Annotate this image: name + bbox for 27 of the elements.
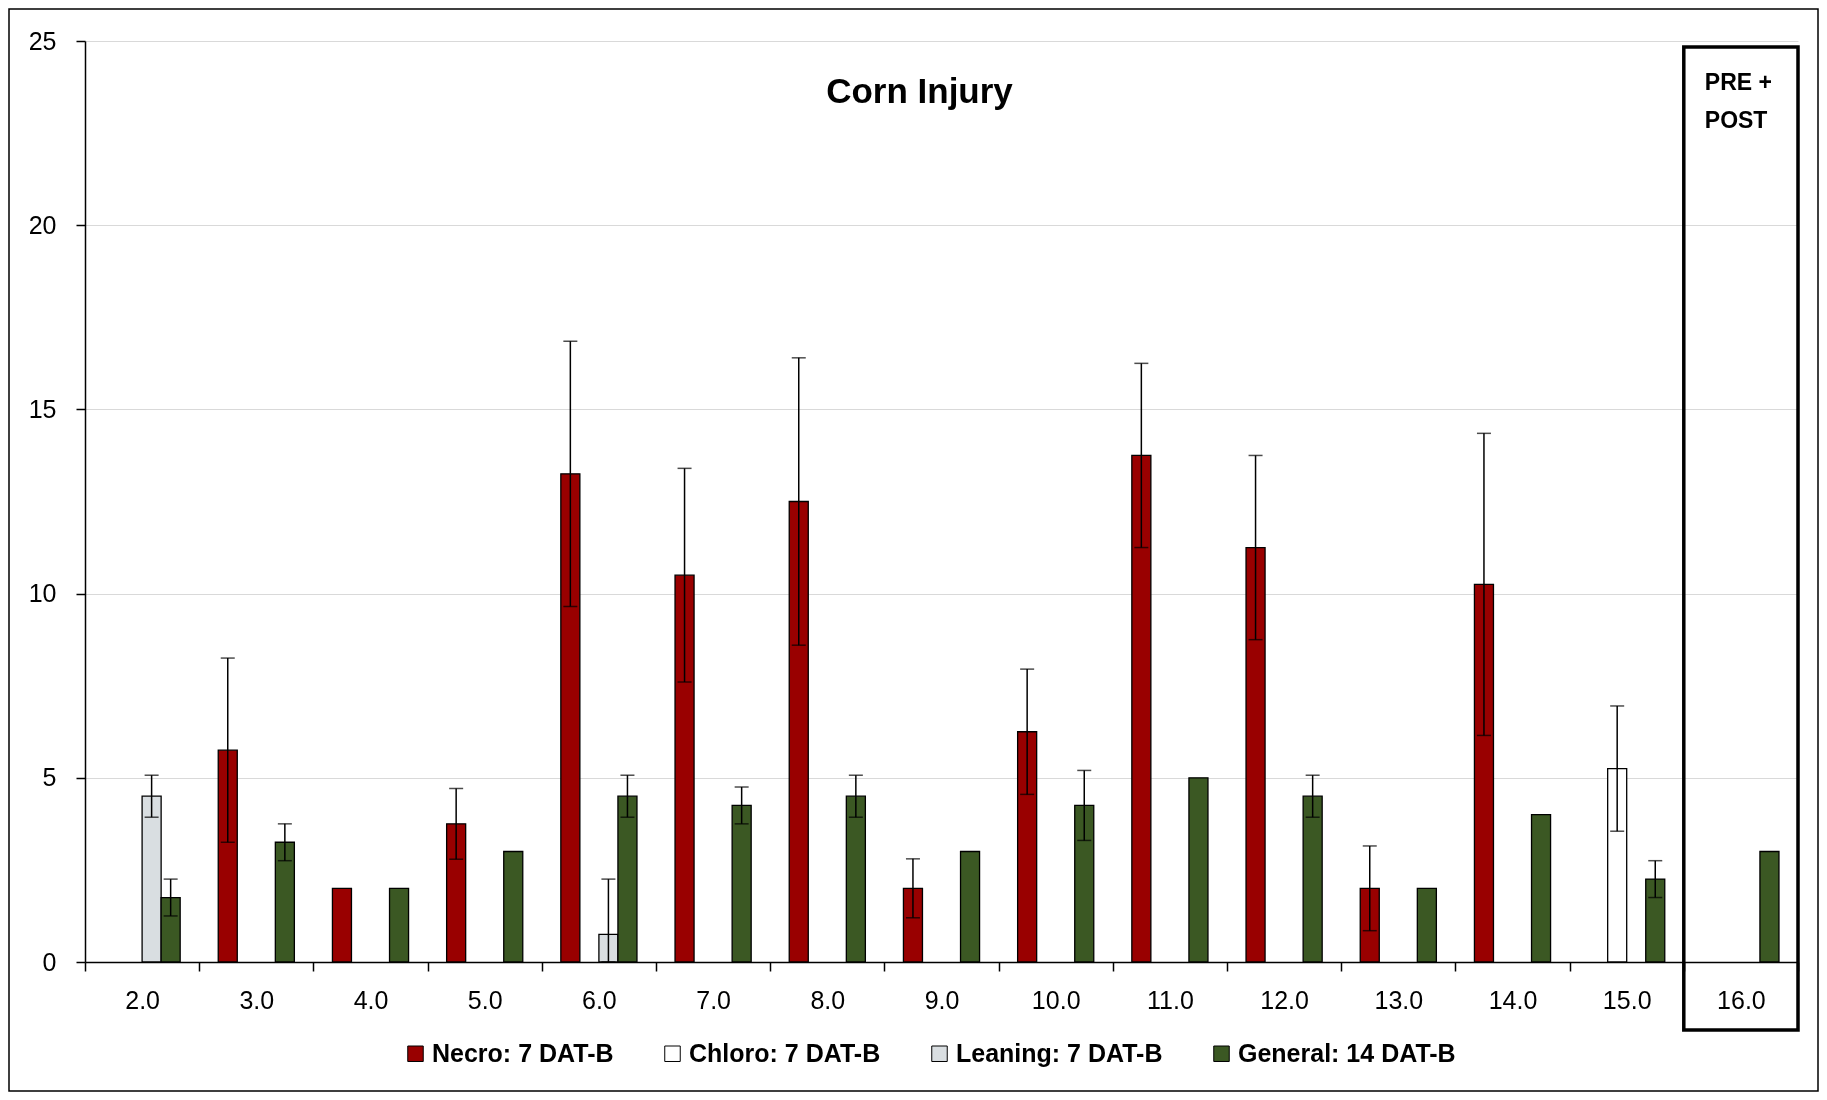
- y-tick-label: 5: [42, 763, 57, 792]
- legend-label: Leaning: 7 DAT-B: [956, 1038, 1163, 1067]
- x-tick-label: 5.0: [467, 985, 503, 1014]
- legend-label: Necro: 7 DAT-B: [432, 1038, 614, 1067]
- x-tick-label: 11.0: [1146, 985, 1194, 1014]
- x-tick-label: 4.0: [353, 985, 389, 1014]
- x-tick-label: 16.0: [1717, 985, 1766, 1014]
- x-tick-label: 14.0: [1488, 985, 1538, 1014]
- x-tick-label: 2.0: [125, 985, 160, 1014]
- x-tick-label: 3.0: [239, 985, 275, 1014]
- y-tick-label: 10: [28, 579, 57, 608]
- annotation: PRE + POST: [1704, 69, 1772, 133]
- x-tick-label: 12.0: [1260, 985, 1309, 1014]
- x-tick-label: 6.0: [582, 985, 617, 1014]
- x-tick-label: 15.0: [1602, 985, 1652, 1014]
- legend-label: Chloro: 7 DAT-B: [689, 1038, 881, 1067]
- x-tick-label: 10.0: [1031, 985, 1081, 1014]
- x-tick-label: 7.0: [696, 985, 731, 1014]
- x-tick-label: 13.0: [1374, 985, 1424, 1014]
- y-tick-label: 0: [42, 947, 57, 976]
- y-tick-label: 20: [28, 210, 57, 239]
- text: Corn Injury: [826, 71, 1014, 111]
- x-tick-label: 8.0: [810, 985, 846, 1014]
- legend-label: General: 14 DAT-B: [1238, 1038, 1456, 1067]
- y-tick-label: 25: [28, 26, 57, 55]
- y-tick-label: 15: [28, 394, 57, 423]
- x-tick-label: 9.0: [924, 985, 960, 1014]
